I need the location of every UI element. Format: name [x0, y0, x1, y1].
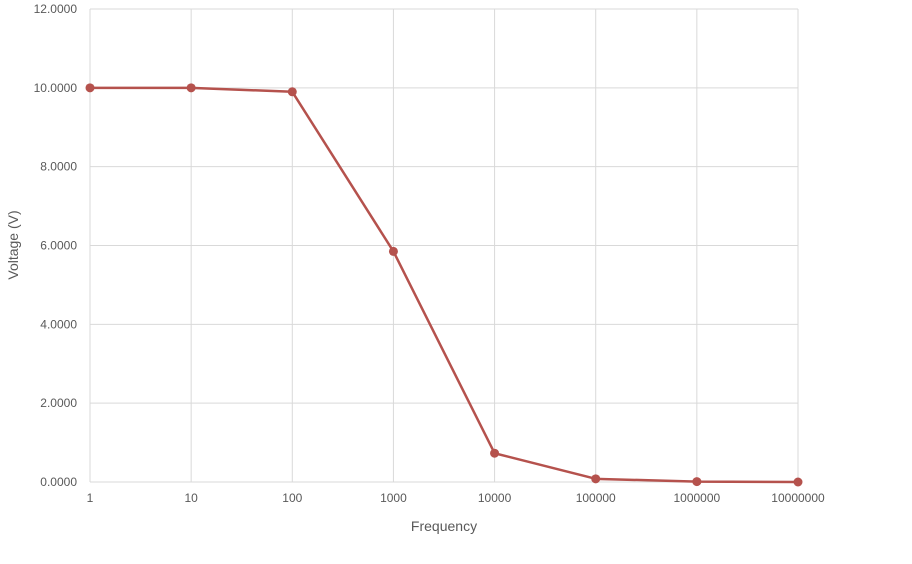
x-tick-label: 1000000	[673, 491, 720, 505]
y-tick-label: 0.0000	[40, 475, 77, 489]
x-tick-label: 10000	[478, 491, 512, 505]
data-point	[793, 477, 803, 487]
data-point	[287, 87, 297, 97]
data-point	[591, 474, 601, 484]
y-tick-label: 2.0000	[40, 396, 77, 410]
data-point	[692, 477, 702, 487]
x-tick-label: 100000	[576, 491, 616, 505]
x-tick-label: 100	[282, 491, 302, 505]
series-group	[85, 83, 803, 487]
y-tick-label: 6.0000	[40, 239, 77, 253]
x-tick-label: 10	[184, 491, 198, 505]
data-point	[490, 448, 500, 458]
x-axis-title: Frequency	[411, 518, 477, 534]
data-point	[186, 83, 196, 93]
x-tick-label: 10000000	[771, 491, 825, 505]
gridlines	[89, 8, 799, 483]
y-tick-label: 4.0000	[40, 317, 77, 331]
y-tick-label: 10.0000	[34, 81, 78, 95]
data-point	[388, 246, 398, 256]
y-tick-label: 12.0000	[34, 2, 78, 16]
data-point	[85, 83, 95, 93]
y-axis-ticks: 0.0000 2.0000 4.0000 6.0000 8.0000 10.0000 12.…	[34, 2, 78, 489]
series-line	[88, 86, 800, 484]
y-tick-label: 8.0000	[40, 160, 77, 174]
x-tick-label: 1000	[380, 491, 407, 505]
x-axis-ticks: 1 10 100 1000 10000 100000 1000000 10000000	[87, 491, 825, 505]
y-axis-title: Voltage (V)	[5, 210, 21, 279]
x-tick-label: 1	[87, 491, 94, 505]
